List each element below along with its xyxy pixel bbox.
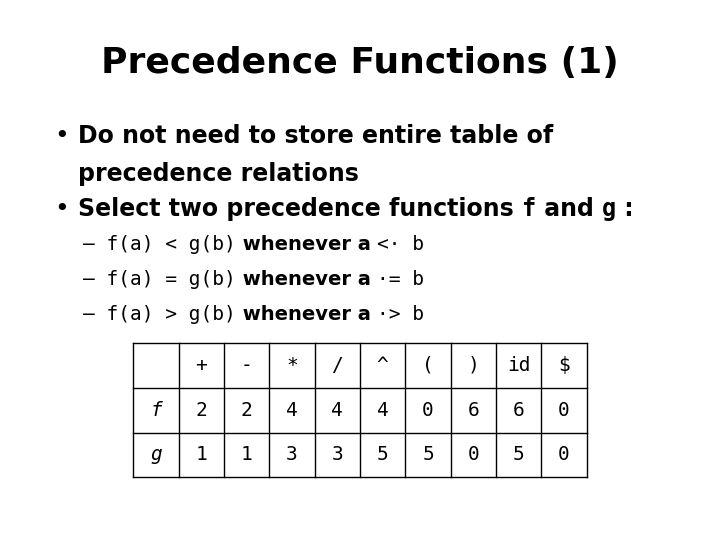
Text: whenever a: whenever a: [235, 235, 377, 254]
Text: *: *: [286, 356, 298, 375]
Text: whenever a: whenever a: [235, 270, 377, 289]
Text: id: id: [507, 356, 531, 375]
Text: 3: 3: [331, 446, 343, 464]
Text: – f(a) < g(b): – f(a) < g(b): [83, 235, 235, 254]
Text: Select two precedence functions: Select two precedence functions: [78, 197, 522, 221]
Text: – f(a) > g(b): – f(a) > g(b): [83, 305, 235, 324]
Text: 1: 1: [240, 446, 253, 464]
Text: g: g: [602, 197, 616, 221]
Text: ^: ^: [377, 356, 389, 375]
Text: ): ): [467, 356, 480, 375]
Text: ·= b: ·= b: [377, 270, 424, 289]
Text: and: and: [536, 197, 602, 221]
Text: f: f: [150, 401, 162, 420]
Text: whenever a: whenever a: [235, 305, 377, 324]
Text: 2: 2: [195, 401, 207, 420]
Text: 6: 6: [467, 401, 480, 420]
Text: -: -: [240, 356, 253, 375]
Text: 0: 0: [467, 446, 480, 464]
Text: 6: 6: [513, 401, 525, 420]
Text: f: f: [522, 197, 536, 221]
Text: 1: 1: [195, 446, 207, 464]
Text: $: $: [558, 356, 570, 375]
Text: g: g: [150, 446, 162, 464]
Text: +: +: [195, 356, 207, 375]
Text: (: (: [422, 356, 434, 375]
Text: Do not need to store entire table of: Do not need to store entire table of: [78, 124, 553, 148]
Text: 5: 5: [513, 446, 525, 464]
Text: 0: 0: [558, 401, 570, 420]
Text: ·> b: ·> b: [377, 305, 424, 324]
Text: 0: 0: [558, 446, 570, 464]
Text: 4: 4: [377, 401, 389, 420]
Text: •: •: [54, 197, 68, 221]
Text: 5: 5: [377, 446, 389, 464]
Text: :: :: [616, 197, 634, 221]
Text: 2: 2: [240, 401, 253, 420]
Text: Precedence Functions (1): Precedence Functions (1): [101, 46, 619, 80]
Text: 0: 0: [422, 401, 434, 420]
Text: 4: 4: [331, 401, 343, 420]
Text: precedence relations: precedence relations: [78, 162, 359, 186]
Text: <· b: <· b: [377, 235, 424, 254]
Text: 3: 3: [286, 446, 298, 464]
Text: /: /: [331, 356, 343, 375]
Text: – f(a) = g(b): – f(a) = g(b): [83, 270, 235, 289]
Text: •: •: [54, 124, 68, 148]
Text: 5: 5: [422, 446, 434, 464]
Text: 4: 4: [286, 401, 298, 420]
